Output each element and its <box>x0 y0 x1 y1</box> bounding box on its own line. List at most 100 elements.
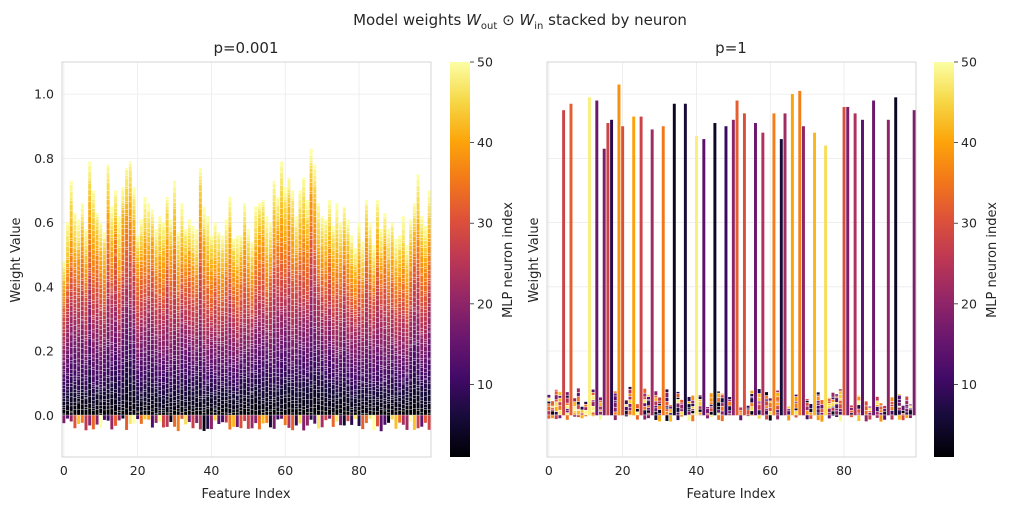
bar-segment <box>376 291 379 296</box>
bar-segment <box>198 376 202 383</box>
bar-segment <box>176 393 180 396</box>
bar-segment <box>316 379 320 387</box>
bar-segment <box>232 247 236 249</box>
bar-segment <box>143 327 147 331</box>
bar-segment <box>261 303 265 308</box>
bar-segment <box>95 222 99 226</box>
bar-segment <box>73 286 77 292</box>
bar-segment <box>302 406 306 410</box>
bar-segment <box>324 402 328 407</box>
bar-segment <box>154 273 158 276</box>
bar-segment <box>150 372 154 378</box>
bar-segment <box>106 406 110 409</box>
bar-segment <box>294 355 298 359</box>
bar-segment <box>383 238 387 241</box>
bar-segment <box>302 314 306 318</box>
bar-segment <box>291 366 295 370</box>
bar-segment <box>298 250 302 252</box>
bar-segment <box>401 371 405 374</box>
bar-segment <box>187 410 191 415</box>
bar-segment <box>368 304 372 309</box>
bar-segment <box>309 256 313 265</box>
bar-segment <box>357 248 361 252</box>
bar-segment <box>361 332 365 335</box>
bar-segment <box>62 345 66 350</box>
bar-segment <box>305 319 309 324</box>
bar-segment <box>390 409 394 415</box>
bar-segment <box>368 259 372 265</box>
bar-segment <box>409 277 413 282</box>
bar-segment <box>125 261 129 267</box>
bar-segment <box>243 323 247 326</box>
bar-segment <box>309 360 313 366</box>
bar-segment <box>150 378 154 384</box>
bar-segment <box>66 375 70 380</box>
bar-segment <box>298 280 302 287</box>
bar-segment <box>405 361 409 366</box>
bar-segment <box>147 274 151 280</box>
bar-segment <box>357 305 361 307</box>
bar-segment <box>77 366 81 372</box>
bar-segment <box>287 363 291 367</box>
bar-segment <box>239 240 243 245</box>
bar-segment <box>198 371 202 377</box>
bar-segment <box>331 320 335 322</box>
bar-segment <box>132 300 136 307</box>
bar-segment <box>291 386 295 390</box>
bar-segment <box>383 386 387 389</box>
bar-segment <box>294 286 298 291</box>
bar-segment <box>269 367 272 374</box>
bar-segment <box>114 221 117 225</box>
bar-segment <box>416 186 420 192</box>
bar-segment <box>401 290 405 293</box>
bar-segment <box>261 357 265 361</box>
bar-segment <box>390 404 394 406</box>
bar-segment <box>198 229 202 232</box>
bar-segment <box>180 215 184 221</box>
bar-segment <box>339 302 343 309</box>
bar-segment <box>73 231 77 237</box>
bar-segment <box>324 378 328 380</box>
bar-segment <box>191 303 195 307</box>
bar-segment <box>291 292 295 300</box>
bar-segment <box>99 379 103 382</box>
bar-segment <box>313 267 317 275</box>
bar-segment <box>324 224 328 230</box>
left-plot-title: p=0.001 <box>213 39 278 57</box>
bar-segment <box>176 389 180 394</box>
bar-segment <box>217 267 221 273</box>
bar-segment <box>416 281 420 289</box>
bar-segment <box>405 373 409 375</box>
bar-segment <box>132 344 136 349</box>
bar-segment <box>184 240 188 245</box>
bar-segment <box>102 254 106 260</box>
bar-segment <box>272 227 276 234</box>
bar-segment <box>232 282 236 285</box>
bar-segment <box>184 385 188 392</box>
bar-segment <box>390 375 394 377</box>
bar-segment <box>228 317 232 323</box>
bar-segment <box>254 410 258 415</box>
bar-segment <box>117 245 121 248</box>
bar-segment <box>316 389 320 393</box>
bar-segment <box>228 350 232 357</box>
bar-segment <box>184 315 188 321</box>
bar-segment <box>139 401 143 407</box>
bar-segment <box>346 278 350 284</box>
bar-segment <box>313 407 317 415</box>
bar-segment <box>84 399 88 405</box>
bar-segment <box>132 295 136 301</box>
bar-segment <box>387 363 391 366</box>
bar-segment <box>283 337 287 342</box>
bar-segment <box>224 368 228 374</box>
bar-segment <box>364 284 368 290</box>
bar-segment <box>361 387 365 390</box>
bar-segment <box>110 246 114 252</box>
bar-segment <box>147 336 151 342</box>
bar-segment <box>309 380 313 385</box>
bar-segment <box>368 308 372 314</box>
bar-segment <box>239 300 243 306</box>
bar-segment <box>165 415 169 427</box>
bar-segment <box>169 261 173 266</box>
bar-segment <box>412 377 416 385</box>
